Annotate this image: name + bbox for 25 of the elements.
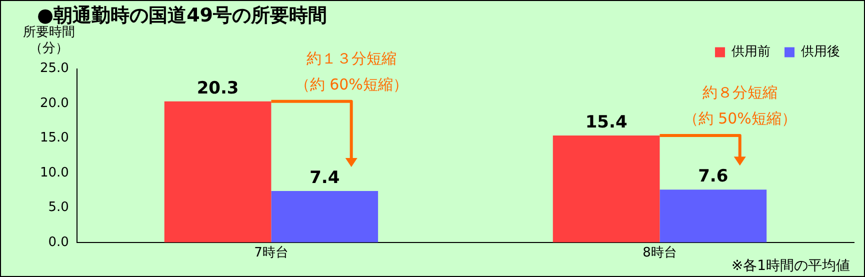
legend-label: 供用後	[801, 44, 840, 60]
x-tick-label: 7時台	[254, 246, 288, 261]
y-tick-label: 20.0	[40, 96, 69, 111]
chart-title: ●朝通勤時の国道49号の所要時間	[37, 4, 328, 26]
data-label: 15.4	[585, 112, 628, 132]
data-label: 20.3	[196, 78, 239, 98]
legend-label: 供用前	[732, 44, 770, 60]
y-tick-label: 25.0	[40, 61, 69, 76]
y-tick-label: 0.0	[48, 234, 69, 250]
y-tick-label: 5.0	[48, 200, 69, 216]
text: 約１３分短縮	[306, 49, 396, 68]
annotation: （約 60%短縮）	[294, 75, 408, 94]
annotation: 約８分短縮	[702, 83, 778, 102]
y-axis-title: 所要時間（分）	[22, 25, 75, 56]
data-label: 7.6	[698, 166, 728, 187]
bar	[552, 135, 660, 242]
text: ※各1時間の平均値	[731, 258, 850, 274]
annotation: （約 50%短縮）	[683, 109, 796, 128]
bar	[164, 101, 272, 242]
data-label: 7.4	[310, 168, 340, 188]
x-tick-label: 8時台	[642, 246, 677, 261]
bar	[271, 191, 378, 242]
bar	[660, 190, 767, 242]
y-tick-label: 10.0	[40, 165, 69, 180]
y-tick-label: 15.0	[40, 130, 69, 146]
